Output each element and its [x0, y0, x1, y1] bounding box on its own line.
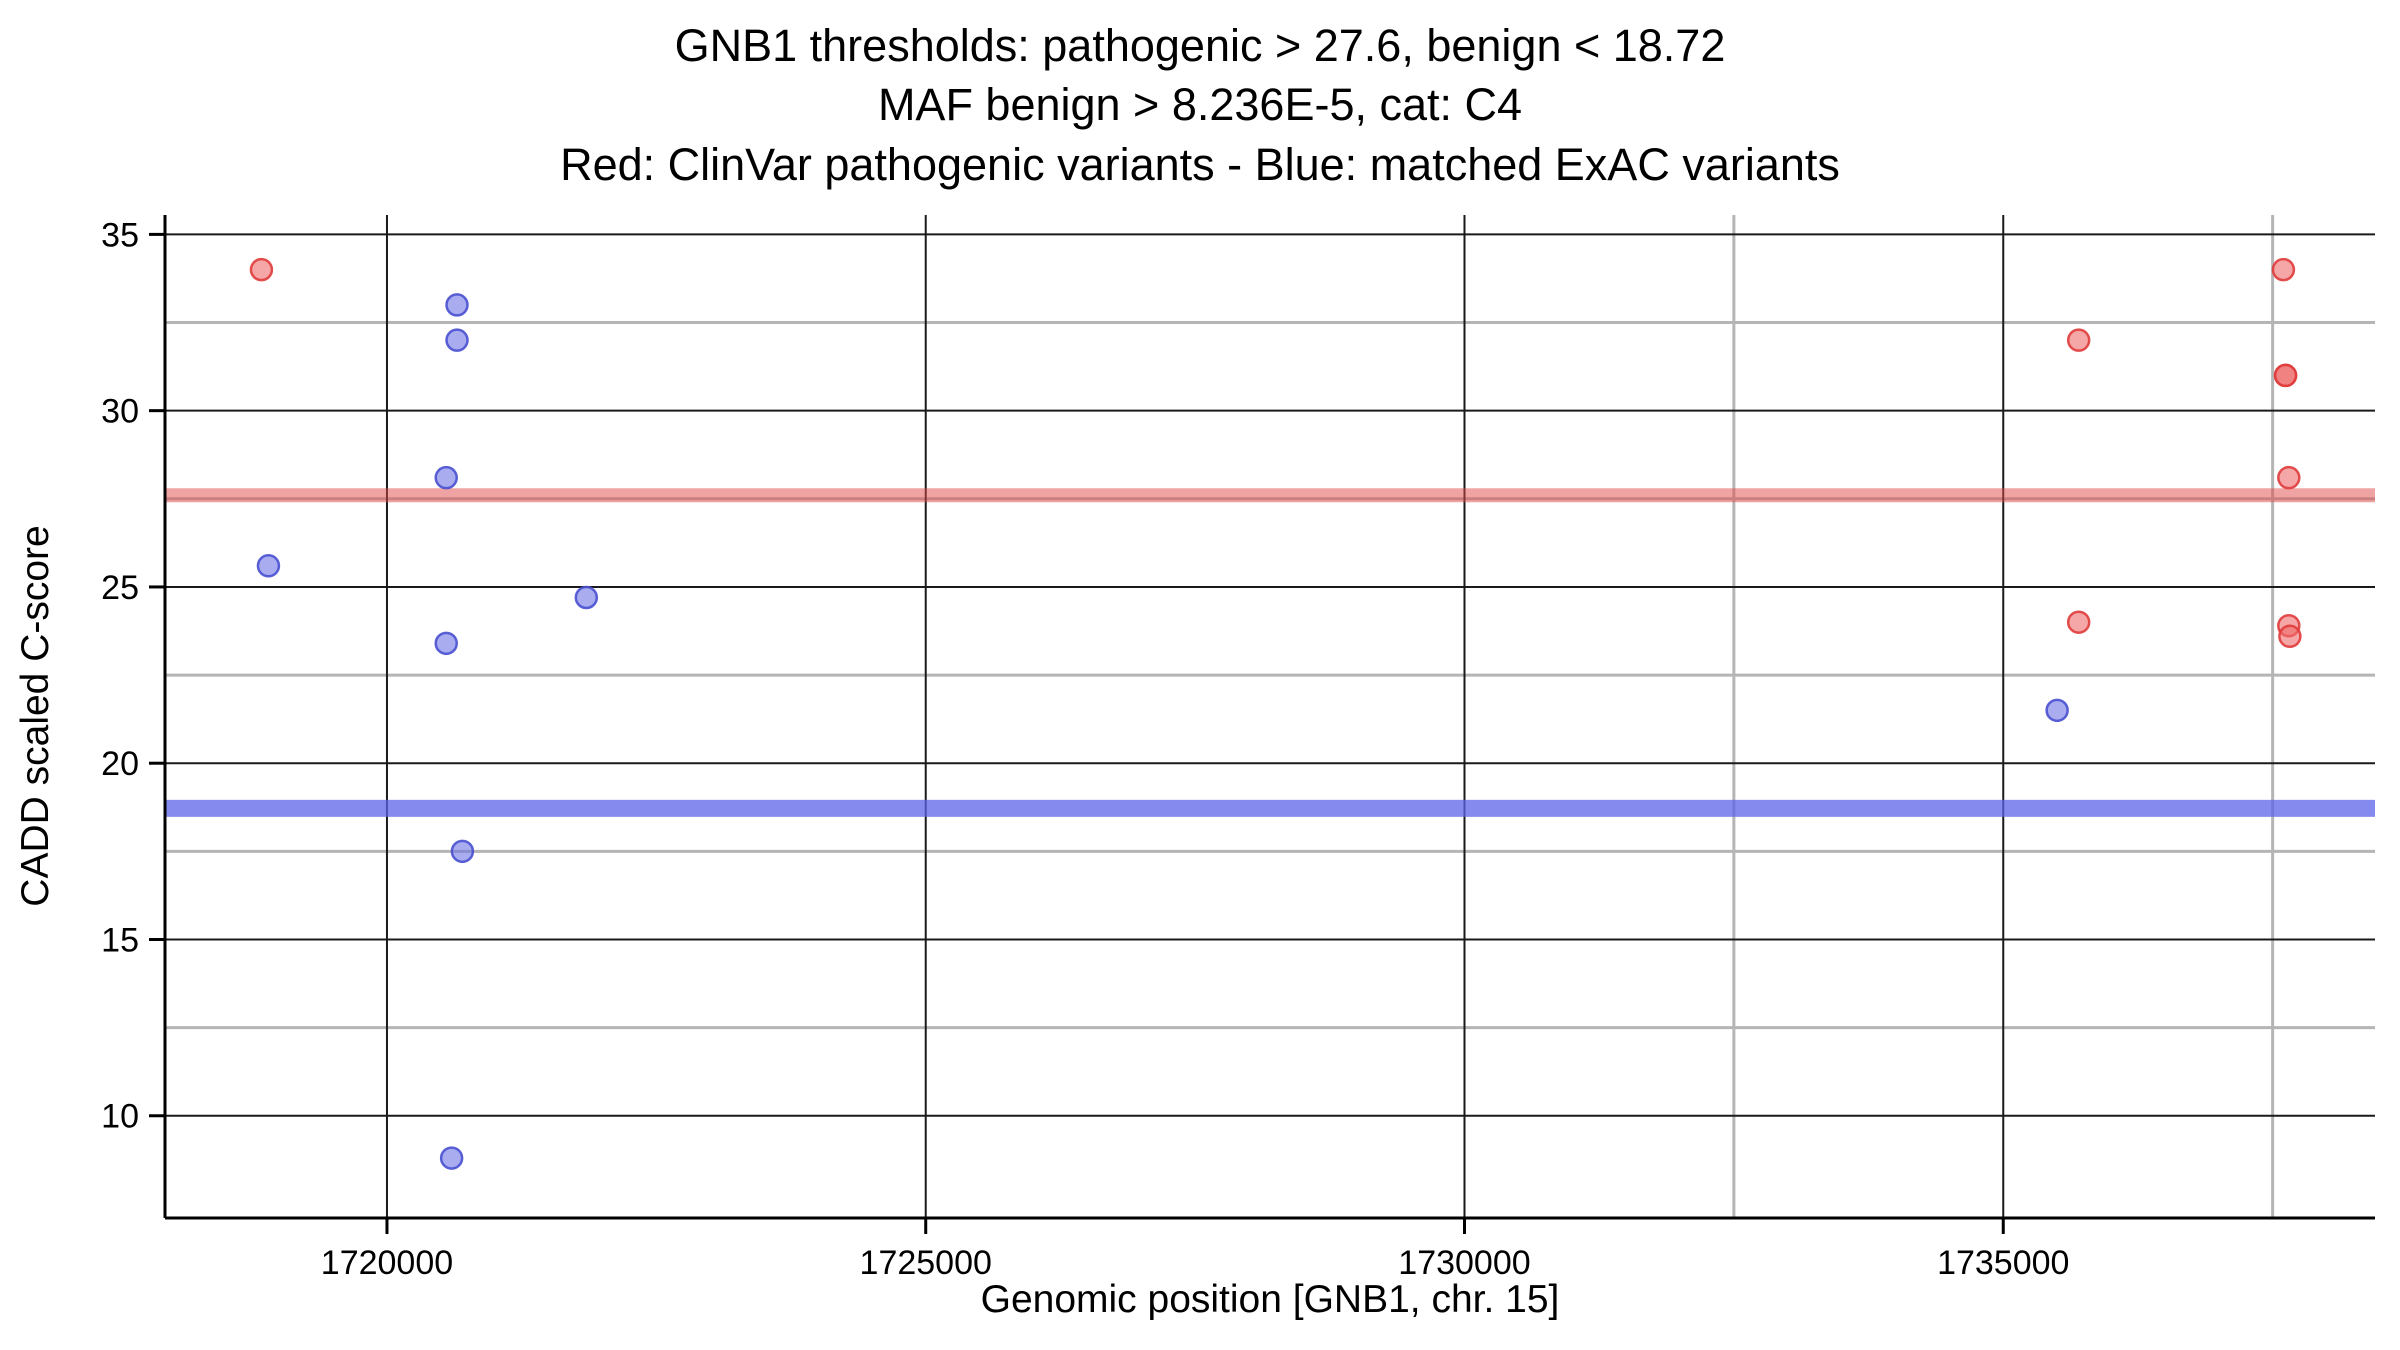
y-tick-label: 30 [101, 393, 139, 431]
chart-title-block: GNB1 thresholds: pathogenic > 27.6, beni… [0, 16, 2400, 194]
x-tick-label: 1720000 [321, 1244, 453, 1282]
plot-panel: 10 15 20 25 30 35 1720000 1725000 1730000 1735000 [101, 215, 2375, 1282]
clinvar-pathogenic-point [2271, 257, 2296, 282]
exac-matched-point [450, 839, 475, 864]
exac-matched-point [2045, 698, 2069, 723]
y-tick-label: 20 [101, 745, 139, 783]
clinvar-pathogenic-point [249, 257, 274, 282]
y-axis-title: CADD scaled C-score [14, 525, 57, 906]
x-tick-label: 1730000 [1398, 1244, 1530, 1282]
clinvar-pathogenic-point [2278, 624, 2302, 649]
clinvar-pathogenic-point [2066, 328, 2091, 352]
clinvar-pathogenic-point [2277, 465, 2301, 490]
title-line-3: Red: ClinVar pathogenic variants - Blue:… [560, 138, 1840, 190]
y-tick-label: 10 [101, 1098, 139, 1136]
pathogenic-threshold-band [165, 488, 2375, 503]
y-tick-label: 35 [101, 216, 139, 254]
clinvar-pathogenic-point [2273, 363, 2298, 388]
x-tick-label: 1725000 [860, 1244, 992, 1282]
exac-matched-point [434, 465, 458, 490]
title-line-1: GNB1 thresholds: pathogenic > 27.6, beni… [674, 20, 1726, 71]
exac-matched-point [434, 631, 458, 656]
y-tick-label: 25 [101, 569, 139, 607]
exac-matched-point [256, 554, 281, 578]
y-tick-label: 15 [101, 921, 139, 959]
clinvar-pathogenic-point [2066, 610, 2091, 634]
exac-matched-point [439, 1146, 464, 1170]
title-line-2: MAF benign > 8.236E-5, cat: C4 [877, 79, 1523, 131]
benign-threshold-band [165, 799, 2375, 817]
exac-matched-point [445, 328, 469, 352]
exac-matched-point [445, 293, 469, 317]
x-axis-title: Genomic position [GNB1, chr. 15] [981, 1278, 1560, 1321]
x-tick-label: 1735000 [1937, 1244, 2069, 1282]
exac-matched-point [574, 585, 599, 610]
